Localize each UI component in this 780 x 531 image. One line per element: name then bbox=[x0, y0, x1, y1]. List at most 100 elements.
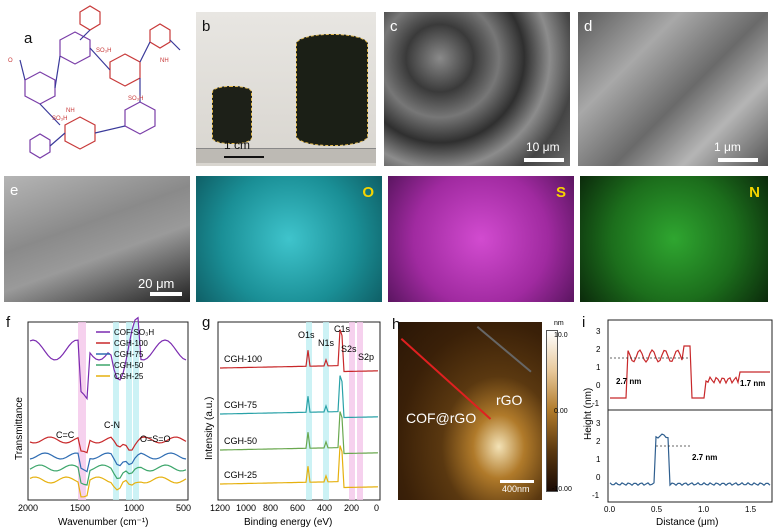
i-ylabel: Height (nm) bbox=[583, 388, 594, 440]
f-tick-1500: 1500 bbox=[70, 503, 90, 513]
f-xlabel: Wavenumber (cm⁻¹) bbox=[58, 517, 148, 528]
map-label-n: N bbox=[749, 184, 760, 201]
i-xtick-00: 0.0 bbox=[604, 505, 616, 514]
scale-arrow bbox=[224, 156, 264, 158]
f-axes-frame bbox=[27, 321, 189, 501]
h-label-rgo: rGO bbox=[496, 392, 523, 408]
i-bot-ytick-m1: -1 bbox=[592, 491, 600, 500]
i-bot-ytick-2: 2 bbox=[596, 437, 601, 446]
f-ylabel: Transmittance bbox=[14, 397, 25, 460]
i-top-ytick-1: 1 bbox=[596, 363, 601, 372]
f-chart: COF-SO₃H CGH-100 CGH-75 CGH-50 CGH-25 C=C C-… bbox=[14, 316, 191, 528]
panel-b-photo: 1 cm b bbox=[196, 12, 376, 166]
i-bot-ytick-3: 3 bbox=[596, 419, 601, 428]
g-tick-0: 0 bbox=[374, 503, 379, 513]
g-tick-1000: 1000 bbox=[236, 503, 256, 513]
map-oxygen: O bbox=[196, 176, 382, 302]
h-colorbar-unit: nm bbox=[554, 320, 564, 327]
panel-label-f: f bbox=[6, 314, 11, 331]
c-scale-label: 10 μm bbox=[526, 140, 560, 154]
afm-image bbox=[398, 322, 542, 500]
i-bot-label-27: 2.7 nm bbox=[692, 453, 717, 462]
f-series-3 bbox=[29, 464, 187, 486]
group-o-1: O bbox=[8, 58, 13, 64]
cof-structure-drawing: SO₃H SO₃H SO₃H NH NH O bbox=[8, 5, 181, 159]
f-legend-label-1: CGH-100 bbox=[114, 339, 148, 348]
panel-i-profile: 3 2 1 0 -1 3 2 1 0 -1 2.7 nm 1.7 nm 2.7 … bbox=[580, 310, 780, 531]
g-tick-200: 200 bbox=[344, 503, 359, 513]
map-label-o: O bbox=[362, 184, 374, 201]
g-tick-800: 800 bbox=[263, 503, 278, 513]
f-series-1 bbox=[29, 436, 187, 454]
i-bot-ytick-0: 0 bbox=[596, 473, 601, 482]
panel-label-c: c bbox=[390, 18, 398, 35]
g-series-1 bbox=[220, 375, 379, 419]
h-colorbar-max: 10.0 bbox=[554, 332, 568, 339]
panel-label-e: e bbox=[10, 182, 19, 199]
g-series-2 bbox=[220, 411, 379, 455]
f-annot-oso: O=S=O bbox=[140, 434, 171, 444]
h-scale-bar bbox=[500, 480, 534, 483]
i-top-label-17: 1.7 nm bbox=[740, 379, 765, 388]
e-scale-label: 20 μm bbox=[138, 276, 175, 291]
f-tick-500: 500 bbox=[176, 503, 191, 513]
g-peak-o1s: O1s bbox=[298, 330, 315, 340]
d-scale-label: 1 μm bbox=[714, 140, 741, 154]
i-xtick-05: 0.5 bbox=[651, 505, 663, 514]
g-tick-400: 400 bbox=[317, 503, 332, 513]
panel-c-sem: c 10 μm bbox=[384, 12, 570, 166]
g-peak-n1s: N1s bbox=[318, 338, 335, 348]
f-annot-cc: C=C bbox=[56, 430, 75, 440]
i-top-ytick-3: 3 bbox=[596, 327, 601, 336]
f-band-1 bbox=[113, 322, 119, 500]
g-series-0 bbox=[220, 329, 379, 373]
f-band-2 bbox=[126, 322, 132, 500]
i-top-ytick-0: 0 bbox=[596, 381, 601, 390]
g-band-s2s bbox=[349, 322, 355, 500]
gel-large bbox=[296, 34, 368, 146]
g-peak-c1s: C1s bbox=[334, 324, 351, 334]
g-band-s2p bbox=[357, 322, 363, 500]
f-tick-2000: 2000 bbox=[18, 503, 38, 513]
i-profile-lines bbox=[609, 345, 771, 487]
g-label-cgh50: CGH-50 bbox=[224, 436, 257, 446]
f-legend-label-2: CGH-75 bbox=[114, 350, 144, 359]
g-label-cgh25: CGH-25 bbox=[224, 470, 257, 480]
i-top-frame bbox=[607, 319, 773, 411]
g-series-3 bbox=[220, 445, 379, 489]
map-nitrogen: N bbox=[580, 176, 768, 302]
c-scale-bar bbox=[524, 158, 564, 162]
panel-label-d: d bbox=[584, 18, 593, 35]
i-xtick-15: 1.5 bbox=[745, 505, 757, 514]
panel-g-xps: CGH-100 CGH-75 CGH-50 CGH-25 O1s N1s C1s… bbox=[198, 310, 388, 531]
panel-d-sem: d 1 μm bbox=[578, 12, 768, 166]
f-tick-1000: 1000 bbox=[124, 503, 144, 513]
panel-a-structure: SO₃H SO₃H SO₃H NH NH O a bbox=[0, 0, 190, 170]
f-band-cc bbox=[78, 322, 86, 500]
f-legend-label-4: CGH-25 bbox=[114, 372, 144, 381]
h-colorbar-mid: 0.00 bbox=[554, 408, 568, 415]
group-nh-1: NH bbox=[66, 108, 75, 114]
panel-label-b: b bbox=[202, 18, 211, 35]
group-so3h-3: SO₃H bbox=[52, 116, 67, 122]
i-bot-ytick-1: 1 bbox=[596, 455, 601, 464]
panel-label-i: i bbox=[582, 314, 586, 331]
h-label-cof: COF@rGO bbox=[406, 410, 477, 426]
i-top-ytick-2: 2 bbox=[596, 345, 601, 354]
panel-h-afm: rGO COF@rGO 400nm nm 10.0 0.00 -10.00 h bbox=[392, 310, 578, 531]
g-ylabel: Intensity (a.u.) bbox=[204, 397, 215, 460]
e-scale-bar bbox=[150, 292, 182, 296]
b-scale-label: 1 cm bbox=[224, 138, 251, 152]
g-xlabel: Binding energy (eV) bbox=[244, 517, 332, 528]
g-peak-s2s: S2s bbox=[341, 344, 357, 354]
f-annot-cn: C-N bbox=[104, 420, 120, 430]
i-profile-top bbox=[610, 345, 770, 399]
group-so3h-2: SO₃H bbox=[128, 96, 143, 102]
i-xtick-10: 1.0 bbox=[698, 505, 710, 514]
i-top-ytick-m1: -1 bbox=[592, 399, 600, 408]
i-xlabel: Distance (μm) bbox=[656, 517, 718, 528]
g-tick-600: 600 bbox=[290, 503, 305, 513]
f-series-2 bbox=[29, 452, 187, 473]
f-legend-label-0: COF-SO₃H bbox=[114, 328, 154, 337]
f-legend-label-3: CGH-50 bbox=[114, 361, 144, 370]
